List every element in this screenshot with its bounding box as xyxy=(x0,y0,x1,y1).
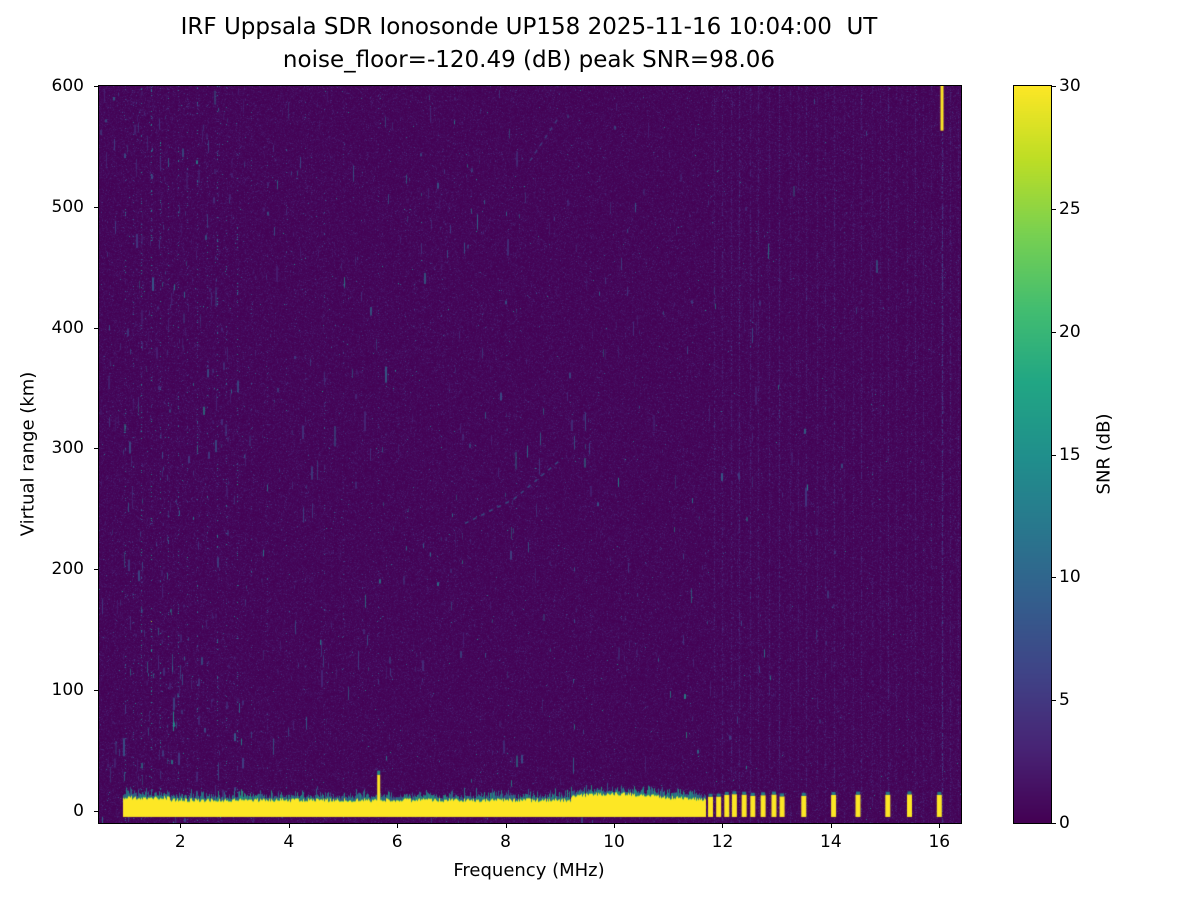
y-tick-label: 600 xyxy=(51,76,84,96)
x-tick-mark xyxy=(180,824,182,828)
colorbar xyxy=(1013,85,1052,824)
y-tick-label: 300 xyxy=(51,438,84,459)
colorbar-tick-label: 15 xyxy=(1059,444,1081,465)
x-tick-label: 10 xyxy=(603,832,625,852)
x-tick-label: 16 xyxy=(928,832,951,852)
colorbar-tick-mark xyxy=(1052,331,1056,333)
y-tick-mark xyxy=(94,569,98,571)
x-tick-label: 2 xyxy=(174,832,186,852)
x-tick-mark xyxy=(830,824,832,828)
x-tick-label: 4 xyxy=(283,832,295,852)
x-tick-mark xyxy=(288,824,290,828)
x-tick-label: 14 xyxy=(820,832,842,852)
y-tick-label: 500 xyxy=(51,196,84,217)
chart-title: IRF Uppsala SDR Ionosonde UP158 2025-11-… xyxy=(180,14,878,40)
colorbar-tick-mark xyxy=(1052,577,1056,579)
y-tick-label: 0 xyxy=(73,800,84,821)
colorbar-tick-label: 30 xyxy=(1059,76,1081,96)
colorbar-tick-label: 5 xyxy=(1059,690,1070,711)
colorbar-tick-mark xyxy=(1052,454,1056,456)
x-tick-label: 8 xyxy=(500,832,511,852)
colorbar-tick-label: 25 xyxy=(1059,198,1081,219)
plot-area xyxy=(98,85,962,824)
x-tick-mark xyxy=(722,824,724,828)
y-tick-label: 100 xyxy=(51,680,84,701)
y-tick-mark xyxy=(94,448,98,450)
y-tick-mark xyxy=(94,206,98,208)
colorbar-tick-mark xyxy=(1052,208,1056,210)
y-tick-mark xyxy=(94,690,98,692)
colorbar-tick-mark xyxy=(1052,86,1056,87)
colorbar-tick-label: 20 xyxy=(1059,321,1081,342)
x-tick-label: 6 xyxy=(391,832,403,852)
y-tick-mark xyxy=(94,86,98,87)
x-tick-mark xyxy=(614,824,616,828)
y-tick-mark xyxy=(94,810,98,812)
y-tick-label: 200 xyxy=(51,559,84,580)
colorbar-tick-label: 10 xyxy=(1059,567,1081,588)
x-tick-mark xyxy=(397,824,399,828)
colorbar-tick-mark xyxy=(1052,700,1056,702)
y-tick-label: 400 xyxy=(51,317,84,338)
x-tick-mark xyxy=(939,824,941,828)
ionogram-canvas xyxy=(99,86,961,823)
colorbar-canvas xyxy=(1014,86,1051,823)
x-axis-label: Frequency (MHz) xyxy=(453,860,605,881)
x-tick-mark xyxy=(505,824,507,828)
colorbar-tick-mark xyxy=(1052,823,1056,824)
y-tick-mark xyxy=(94,327,98,329)
chart-subtitle: noise_floor=-120.49 (dB) peak SNR=98.06 xyxy=(282,47,776,73)
colorbar-tick-label: 0 xyxy=(1059,813,1070,833)
x-tick-label: 12 xyxy=(711,832,734,852)
